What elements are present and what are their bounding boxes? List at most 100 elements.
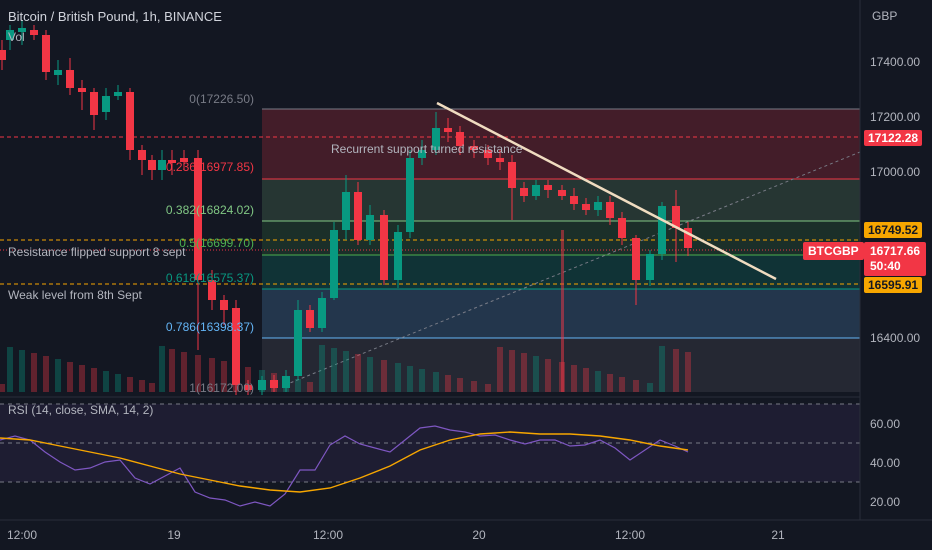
candle-body [470, 146, 478, 150]
volume-bar [159, 346, 165, 392]
candle-body [594, 202, 602, 210]
time-axis-label: 21 [771, 528, 785, 542]
volume-bar [319, 345, 325, 392]
volume-bar [673, 349, 679, 392]
volume-bar [561, 230, 564, 392]
volume-bar [367, 357, 373, 392]
candle-body [406, 158, 414, 232]
rsi-axis-label: 40.00 [870, 456, 901, 470]
fib-label-1: 1(16172.00) [189, 381, 254, 395]
candle-body [194, 158, 202, 280]
candle-body [168, 160, 176, 163]
candle-body [270, 380, 278, 388]
flip-note[interactable]: Resistance flipped support 8 sept [8, 245, 186, 259]
candle-body [672, 206, 680, 228]
candle-body [582, 204, 590, 210]
price-axis-label: 17400.00 [870, 55, 921, 69]
candle-body [366, 215, 374, 240]
candle-body [114, 92, 122, 96]
candle-body [220, 300, 228, 310]
volume-bar [355, 354, 361, 392]
candle-body [318, 298, 326, 328]
volume-bar [497, 347, 503, 392]
candle-body [432, 128, 440, 150]
candle-body [380, 215, 388, 280]
candle-body [66, 70, 74, 88]
candle-body [208, 280, 216, 300]
rsi-ma-line [0, 431, 689, 493]
candle-body [632, 238, 640, 280]
candle-body [244, 385, 252, 390]
candle-body [658, 206, 666, 254]
volume-bar [381, 360, 387, 392]
candle-body [42, 35, 50, 72]
candle-body [684, 228, 692, 248]
time-axis-label: 19 [167, 528, 181, 542]
volume-bar [149, 383, 155, 392]
candle-body [0, 50, 6, 60]
candle-body [520, 188, 528, 196]
candle-body [544, 185, 552, 190]
volume-bar [633, 380, 639, 392]
candlesticks[interactable] [0, 20, 692, 395]
volume-bar [471, 381, 477, 392]
rsi-title[interactable]: RSI (14, close, SMA, 14, 2) [8, 403, 154, 417]
volume-bar [659, 346, 665, 392]
rsi-band [0, 404, 860, 482]
resistance-note[interactable]: Recurrent support turned resistance [331, 142, 523, 156]
candle-body [570, 196, 578, 204]
volume-bar [19, 350, 25, 392]
candle-body [6, 30, 14, 40]
candle-body [394, 232, 402, 280]
last-price-value: 16717.66 [870, 244, 921, 258]
price-axis-label: 17000.00 [870, 165, 921, 179]
volume-bar [31, 353, 37, 392]
volume-bar [509, 350, 515, 392]
candle-body [18, 28, 26, 32]
candle-body [646, 254, 654, 280]
volume-bar [67, 362, 73, 392]
price-axis-label: 16400.00 [870, 331, 921, 345]
candle-body [418, 150, 426, 158]
candle-body [496, 158, 504, 162]
volume-bar [103, 371, 109, 392]
volume-bar [195, 355, 201, 392]
volume-bar [521, 353, 527, 392]
fib-label-0618: 0.618(16575.37) [165, 271, 254, 285]
fib-label-05: 0.5(16699.70) [179, 236, 254, 250]
weak-level-note[interactable]: Weak level from 8th Sept [8, 288, 142, 302]
fib-label-0786: 0.786(16398.37) [165, 320, 254, 334]
price-axis-label: 17200.00 [870, 110, 921, 124]
candle-body [342, 192, 350, 230]
volume-bar [607, 374, 613, 392]
candle-body [606, 202, 614, 218]
symbol-title[interactable]: Bitcoin / British Pound, 1h, BINANCE [8, 9, 222, 24]
level-price-tag: 16595.91 [864, 277, 923, 293]
rsi-pane[interactable] [0, 396, 860, 507]
fib-label-0382: 0.382(16824.02) [165, 203, 254, 217]
volume-bar [571, 365, 577, 392]
fib-zone-0236-0382 [262, 179, 860, 221]
rsi-axis-label: 20.00 [870, 495, 901, 509]
volume-bar [445, 375, 451, 392]
volume-bar [685, 352, 691, 392]
bar-countdown: 50:40 [870, 259, 901, 273]
candle-body [282, 376, 290, 388]
volume-bar [245, 367, 251, 392]
volume-bar [619, 377, 625, 392]
level-price-tag: 16749.52 [864, 222, 923, 238]
volume-bar [91, 368, 97, 392]
volume-bar [181, 352, 187, 392]
volume-bar [533, 356, 539, 392]
volume-bar [115, 374, 121, 392]
time-axis-label: 20 [472, 528, 486, 542]
volume-bar [457, 378, 463, 392]
volume-bar [139, 380, 145, 392]
resistance-trendline[interactable] [436, 101, 777, 281]
volume-bar [331, 348, 337, 392]
time-axis-label: 12:00 [614, 528, 646, 542]
candle-body [102, 96, 110, 112]
rsi-axis-label: 60.00 [870, 417, 901, 431]
diagonal-dashed-line [284, 151, 861, 386]
